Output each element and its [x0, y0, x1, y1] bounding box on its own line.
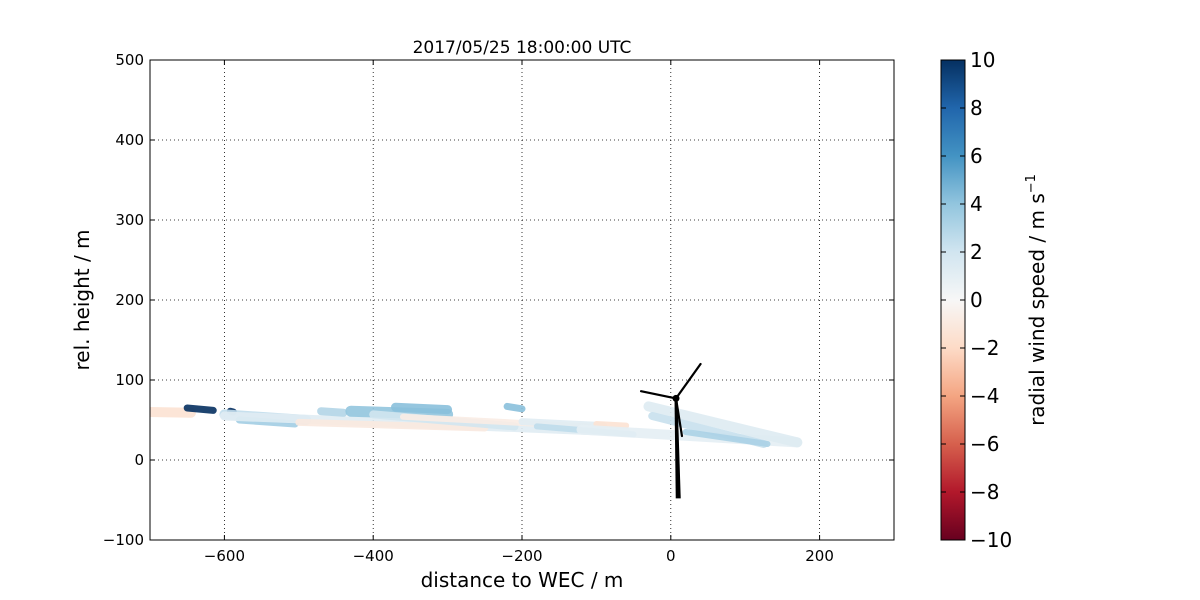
scan-streak: [317, 407, 348, 417]
scan-streak: [503, 402, 526, 413]
y-tick-label: 100: [115, 371, 144, 389]
y-tick-label: 500: [115, 51, 144, 69]
y-axis-ticks: −100 0 100 200 300 400 500: [103, 51, 894, 549]
chart-title: 2017/05/25 18:00:00 UTC: [413, 38, 632, 58]
colorbar-tick-label: −6: [970, 432, 999, 456]
y-tick-label: 0: [134, 451, 144, 469]
colorbar: −10 −8 −6 −4 −2 0 2 4 6 8 10 radial wind speed / m…: [940, 48, 1049, 552]
x-tick-label: −200: [501, 547, 542, 565]
scan-streak: [391, 402, 453, 415]
x-tick-label: −600: [204, 547, 245, 565]
y-tick-label: 200: [115, 291, 144, 309]
colorbar-tick-label: −8: [970, 480, 999, 504]
colorbar-label-exponent: −1: [1024, 174, 1039, 193]
scan-streak: [643, 401, 803, 448]
scan-streak: [518, 418, 608, 430]
colorbar-ticks: −10 −8 −6 −4 −2 0 2 4 6 8 10: [941, 48, 1012, 552]
plot-area: −600 −400 −200 0 200 −100 0 100 200 300 400 500: [103, 51, 895, 565]
colorbar-label: radial wind speed / m s−1: [1024, 174, 1049, 426]
grid: [150, 60, 894, 540]
scan-streak: [593, 421, 630, 429]
colorbar-tick-label: −4: [970, 384, 999, 408]
colorbar-label-text: radial wind speed / m s: [1025, 193, 1049, 426]
scan-streak: [183, 404, 217, 414]
colorbar-tick-label: −10: [970, 528, 1012, 552]
scan-streak: [150, 407, 196, 418]
colorbar-tick-label: 2: [970, 240, 983, 264]
data-layer: [150, 401, 803, 448]
y-axis-label: rel. height / m: [70, 229, 94, 370]
colorbar-tick-label: 6: [970, 144, 983, 168]
x-axis-ticks: −600 −400 −200 0 200: [204, 60, 834, 565]
x-tick-label: 200: [805, 547, 834, 565]
colorbar-tick-label: −2: [970, 336, 999, 360]
colorbar-tick-label: 0: [970, 288, 983, 312]
turbine-tower: [674, 398, 681, 499]
wind-turbine: [639, 362, 702, 499]
turbine-blade: [674, 362, 702, 400]
y-tick-label: 400: [115, 131, 144, 149]
x-tick-label: 0: [666, 547, 676, 565]
turbine-hub: [672, 394, 680, 402]
scan-streak: [682, 429, 771, 447]
scan-streak: [295, 418, 489, 432]
colorbar-tick-label: 8: [970, 96, 983, 120]
colorbar-tick-label: 10: [970, 48, 995, 72]
colorbar-tick-label: 4: [970, 192, 983, 216]
x-axis-label: distance to WEC / m: [421, 568, 624, 592]
turbine-blade: [639, 390, 678, 400]
y-tick-label: −100: [103, 531, 144, 549]
turbine-blade: [674, 397, 684, 438]
y-tick-label: 300: [115, 211, 144, 229]
x-tick-label: −400: [353, 547, 394, 565]
